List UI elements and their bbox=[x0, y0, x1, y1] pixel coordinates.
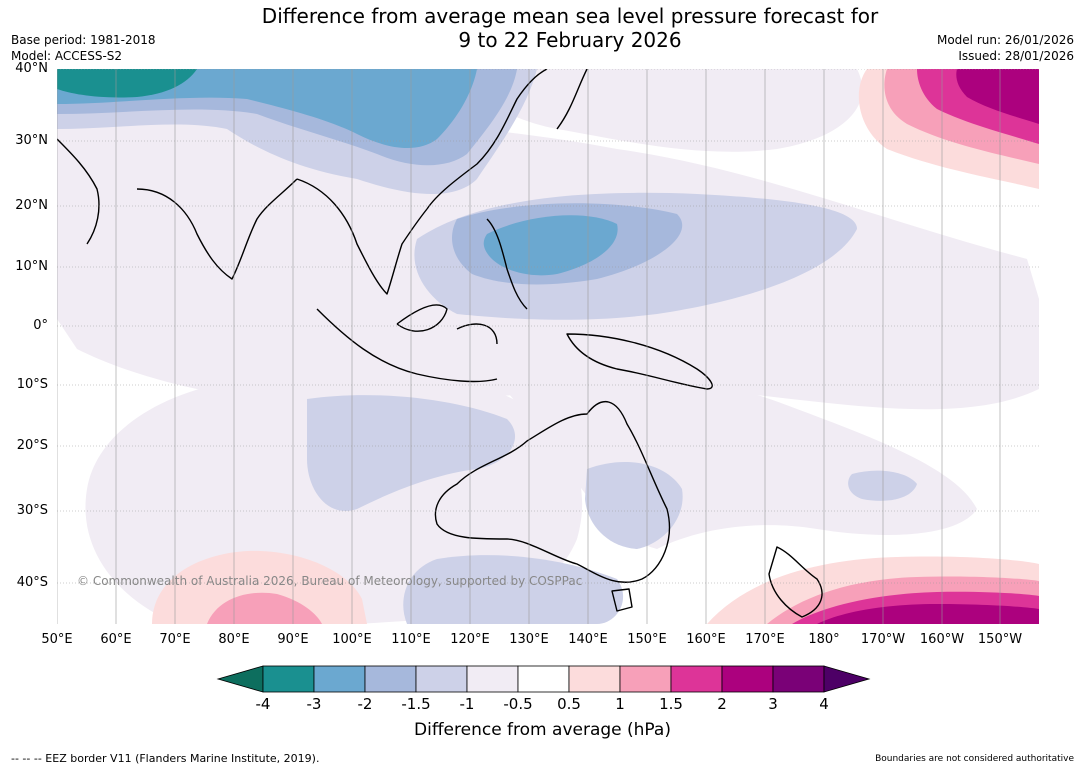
coast-se-asia bbox=[296, 178, 428, 295]
colorbar-segment bbox=[262, 665, 315, 693]
colorbar-segment bbox=[415, 665, 468, 693]
lat-label: 0° bbox=[33, 318, 48, 333]
lat-label: 10°N bbox=[15, 259, 48, 274]
coast-indonesia bbox=[316, 304, 498, 383]
meta-right: Model run: 26/01/2026 Issued: 28/01/2026 bbox=[937, 32, 1074, 64]
lat-label: 40°S bbox=[16, 575, 48, 590]
lon-label: 130°E bbox=[509, 632, 549, 647]
colorbar bbox=[216, 665, 871, 693]
map-canvas bbox=[57, 69, 1039, 624]
lat-label: 30°N bbox=[15, 133, 48, 148]
coast-new-zealand bbox=[768, 546, 823, 618]
colorbar-tick-label: -4 bbox=[255, 695, 271, 713]
lon-label: 70°E bbox=[159, 632, 191, 647]
lat-label: 30°S bbox=[16, 503, 48, 518]
coast-china bbox=[426, 69, 548, 210]
lat-label: 40°N bbox=[15, 61, 48, 76]
coast-india bbox=[136, 178, 298, 280]
colorbar-tick-label: 2 bbox=[717, 695, 727, 713]
copyright-text: © Commonwealth of Australia 2026, Bureau… bbox=[77, 574, 583, 588]
lon-label: 150°E bbox=[627, 632, 667, 647]
colorbar-tick-label: -2 bbox=[357, 695, 373, 713]
colorbar-segment bbox=[670, 665, 723, 693]
colorbar-tick-label: 0.5 bbox=[557, 695, 581, 713]
coast-arabia bbox=[57, 138, 100, 245]
colorbar-tick-label: -1.5 bbox=[401, 695, 431, 713]
coastlines bbox=[57, 69, 823, 618]
lon-label: 110°E bbox=[391, 632, 431, 647]
coast-australia bbox=[434, 401, 671, 583]
anomaly-region-sw-indian-05 bbox=[152, 550, 367, 624]
colorbar-segment bbox=[619, 665, 672, 693]
colorbar-segment bbox=[313, 665, 366, 693]
coast-new-guinea bbox=[566, 333, 713, 390]
colorbar-segment bbox=[721, 665, 774, 693]
lon-label: 90°E bbox=[277, 632, 309, 647]
colorbar-low-extension bbox=[216, 665, 264, 693]
anomaly-region-pacific-1 bbox=[848, 470, 917, 501]
lon-label: 100°E bbox=[332, 632, 372, 647]
colorbar-segment bbox=[517, 665, 570, 693]
graticule bbox=[57, 69, 1039, 624]
anomaly-region-philippine-sea-3 bbox=[483, 215, 618, 276]
lon-label: 160°E bbox=[686, 632, 726, 647]
lon-label: 180° bbox=[808, 632, 840, 647]
colorbar-tick-label: 1.5 bbox=[659, 695, 683, 713]
base-period-text: Base period: 1981-2018 bbox=[11, 33, 156, 47]
anomaly-region-australia-1 bbox=[585, 461, 683, 549]
anomaly-region-se-pacific-2 bbox=[817, 604, 1039, 624]
lat-label: 20°N bbox=[15, 198, 48, 213]
lon-label: 150°W bbox=[977, 632, 1023, 647]
lon-label: 120°E bbox=[450, 632, 490, 647]
meta-left: Base period: 1981-2018 Model: ACCESS-S2 bbox=[11, 32, 156, 64]
lon-label: 50°E bbox=[41, 632, 73, 647]
colorbar-tick-label: 4 bbox=[819, 695, 829, 713]
colorbar-high-extension bbox=[823, 665, 871, 693]
colorbar-tick-label: -1 bbox=[459, 695, 475, 713]
colorbar-segment bbox=[466, 665, 519, 693]
colorbar-segment bbox=[364, 665, 417, 693]
lon-label: 140°E bbox=[568, 632, 608, 647]
eez-note: -- -- -- EEZ border V11 (Flanders Marine… bbox=[11, 752, 320, 765]
lon-label: 170°E bbox=[745, 632, 785, 647]
coast-philippines bbox=[486, 218, 528, 310]
anomaly-region-asia-4 bbox=[57, 69, 197, 98]
model-run-text: Model run: 26/01/2026 bbox=[936, 33, 1074, 47]
chart-title-line-1: Difference from average mean sea level p… bbox=[261, 4, 879, 28]
coast-japan bbox=[556, 69, 588, 130]
colorbar-tick-label: 3 bbox=[768, 695, 778, 713]
lon-label: 170°W bbox=[860, 632, 906, 647]
colorbar-title: Difference from average (hPa) bbox=[414, 720, 671, 740]
chart-title-line-2: 9 to 22 February 2026 bbox=[458, 28, 682, 52]
model-text: Model: ACCESS-S2 bbox=[11, 49, 123, 63]
colorbar-tick-label: 1 bbox=[615, 695, 625, 713]
issued-text: Issued: 28/01/2026 bbox=[958, 49, 1074, 63]
pressure-anomaly-map: © Commonwealth of Australia 2026, Bureau… bbox=[57, 69, 1039, 624]
colorbar-segment bbox=[772, 665, 825, 693]
colorbar-tick-label: -3 bbox=[306, 695, 322, 713]
coast-tasmania bbox=[611, 588, 633, 612]
lon-label: 80°E bbox=[218, 632, 250, 647]
colorbar-tick-label: -0.5 bbox=[503, 695, 533, 713]
lon-label: 160°W bbox=[919, 632, 965, 647]
lon-label: 60°E bbox=[100, 632, 132, 647]
anomaly-region-south-indian-1 bbox=[403, 555, 624, 624]
anomaly-region-ne-pacific-2 bbox=[956, 69, 1039, 124]
lat-label: 10°S bbox=[16, 377, 48, 392]
colorbar-segment bbox=[568, 665, 621, 693]
lat-label: 20°S bbox=[16, 438, 48, 453]
anomaly-region-north-light bbox=[457, 69, 863, 152]
boundaries-note: Boundaries are not considered authoritat… bbox=[875, 754, 1074, 764]
